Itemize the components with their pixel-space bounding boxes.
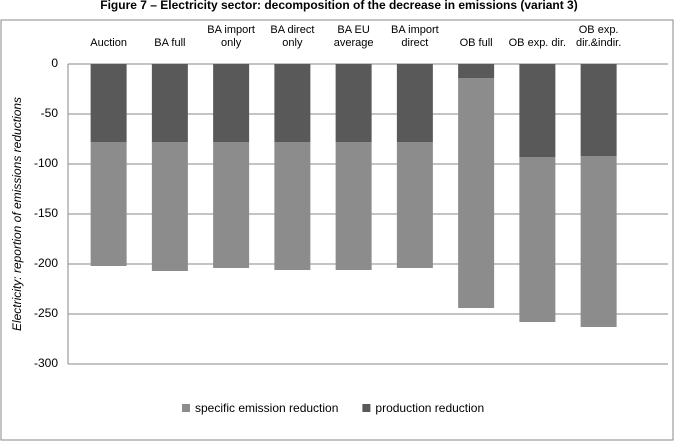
bar-segment bbox=[151, 142, 188, 271]
bar-segment bbox=[580, 156, 617, 327]
y-tick-label: -250 bbox=[34, 306, 58, 320]
x-tick-label: OB exp. dir.&indir. bbox=[576, 24, 622, 49]
y-tick-label: -50 bbox=[41, 106, 59, 120]
x-tick-label: OB exp. dir. bbox=[508, 37, 567, 49]
x-tick-label: BA EU average bbox=[333, 24, 374, 49]
x-tick-label: BA import direct bbox=[391, 24, 439, 49]
bar-segment bbox=[458, 78, 495, 308]
bar-segment bbox=[519, 157, 556, 322]
bar-segment bbox=[458, 64, 495, 78]
x-tick-label: Auction bbox=[90, 37, 127, 49]
bar-segment bbox=[396, 64, 433, 142]
y-tick-label: -200 bbox=[34, 256, 58, 270]
bar-segment bbox=[519, 64, 556, 157]
bar-segment bbox=[335, 64, 372, 142]
legend-label: production reduction bbox=[375, 401, 484, 415]
legend-swatch bbox=[182, 404, 190, 412]
y-tick-label: 0 bbox=[51, 56, 58, 70]
bar-segment bbox=[151, 64, 188, 142]
x-tick-label: BA import only bbox=[207, 24, 255, 49]
chart-title: Figure 7 – Electricity sector: decomposi… bbox=[100, 0, 577, 12]
bar-segment bbox=[274, 142, 311, 270]
bar-segment bbox=[580, 64, 617, 156]
x-tick-label: OB full bbox=[459, 37, 493, 49]
bar-segment bbox=[213, 64, 250, 142]
bar-segment bbox=[335, 142, 372, 270]
bar-segment bbox=[274, 64, 311, 142]
legend-swatch bbox=[362, 404, 371, 412]
bar-segment bbox=[90, 142, 127, 266]
bar-segment bbox=[213, 142, 250, 268]
x-tick-label: BA direct only bbox=[270, 24, 315, 49]
bar-segment bbox=[396, 142, 433, 268]
y-tick-label: -300 bbox=[34, 356, 58, 370]
bar-segment bbox=[90, 64, 127, 142]
legend-label: specific emission reduction bbox=[195, 401, 338, 415]
x-tick-label: BA full bbox=[154, 37, 186, 49]
y-tick-label: -100 bbox=[34, 156, 58, 170]
y-axis-label: Electricity: reportion of emissions redu… bbox=[10, 97, 24, 331]
y-tick-label: -150 bbox=[34, 206, 58, 220]
